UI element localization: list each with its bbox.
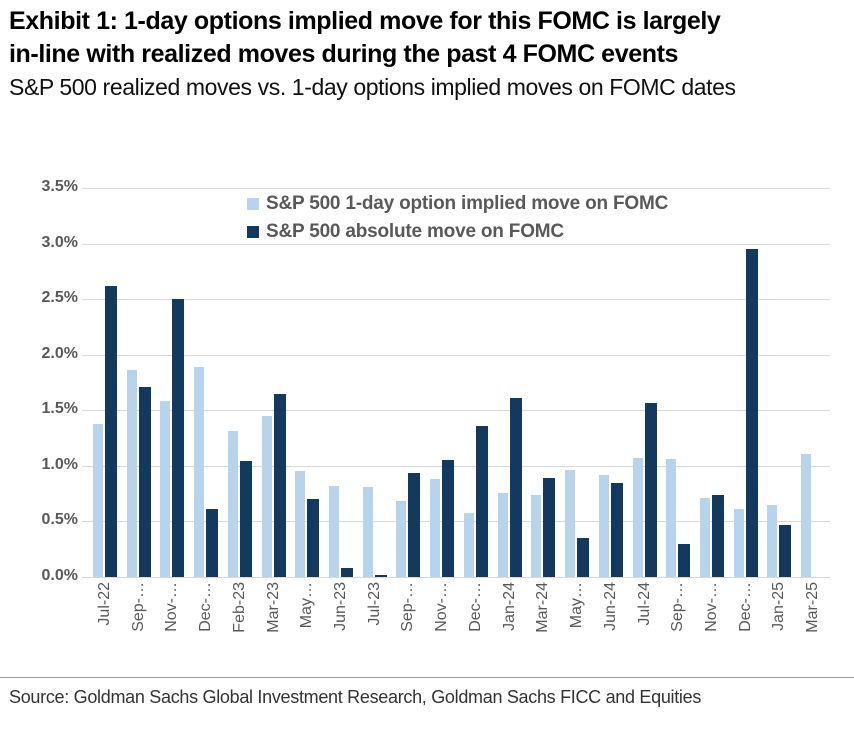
x-tick-label: Sep-… xyxy=(399,582,416,632)
x-tick-label: Nov-… xyxy=(433,582,450,632)
gridline xyxy=(82,355,830,356)
bar-implied xyxy=(329,486,339,577)
bar-realized xyxy=(442,460,454,577)
x-tick-label: Jul-22 xyxy=(96,582,113,626)
bar-implied xyxy=(599,475,609,577)
x-tick-label: Sep-… xyxy=(669,582,686,632)
x-tick-label: Dec-… xyxy=(197,582,214,632)
legend-label-implied: S&P 500 1-day option implied move on FOM… xyxy=(266,193,669,214)
bar-realized xyxy=(105,286,117,577)
x-tick-label: Jan-24 xyxy=(501,582,518,631)
x-tick-label: Jun-23 xyxy=(332,582,349,631)
x-tick-label: Nov-… xyxy=(703,582,720,632)
x-tick-label: May… xyxy=(568,582,585,629)
gridline xyxy=(82,244,830,245)
x-tick-label: Jun-24 xyxy=(602,582,619,631)
bar-implied xyxy=(700,498,710,577)
bar-realized xyxy=(476,426,488,577)
bar-implied xyxy=(565,470,575,577)
bar-realized xyxy=(139,387,151,577)
gridline xyxy=(82,466,830,467)
legend-label-realized: S&P 500 absolute move on FOMC xyxy=(266,221,564,242)
gridline xyxy=(82,410,830,411)
exhibit-title-line2: in-line with realized moves during the p… xyxy=(9,40,678,68)
x-tick-label: Mar-24 xyxy=(534,582,551,633)
bar-implied xyxy=(127,370,137,577)
bar-realized xyxy=(341,568,353,577)
bar-realized xyxy=(510,398,522,577)
x-tick-label: Sep-… xyxy=(130,582,147,632)
y-tick-label: 3.5% xyxy=(41,178,78,195)
bar-realized xyxy=(712,495,724,577)
bar-implied xyxy=(262,416,272,577)
legend-swatch-implied-icon xyxy=(247,198,259,210)
bar-implied xyxy=(194,367,204,577)
bar-realized xyxy=(307,499,319,577)
bar-realized xyxy=(779,525,791,577)
bar-implied xyxy=(396,501,406,577)
y-tick-label: 2.0% xyxy=(41,345,78,362)
bar-implied xyxy=(767,505,777,577)
footer-divider xyxy=(0,677,854,678)
plot-area xyxy=(88,188,830,577)
bar-realized xyxy=(645,403,657,577)
y-tick-label: 3.0% xyxy=(41,234,78,251)
legend-swatch-realized-icon xyxy=(247,226,259,238)
x-tick-label: Jan-25 xyxy=(770,582,787,631)
bar-implied xyxy=(498,493,508,577)
bar-realized xyxy=(375,575,387,577)
gridlines-layer xyxy=(82,188,830,578)
bar-implied xyxy=(93,424,103,577)
bar-implied xyxy=(464,513,474,577)
bar-implied xyxy=(295,471,305,577)
exhibit-title-line1: Exhibit 1: 1-day options implied move fo… xyxy=(9,7,721,35)
bar-implied xyxy=(160,401,170,577)
x-tick-label: Dec-… xyxy=(737,582,754,632)
y-tick-label: 0.5% xyxy=(41,511,78,528)
bar-implied xyxy=(633,458,643,577)
bar-implied xyxy=(666,459,676,577)
legend-item-realized: S&P 500 absolute move on FOMC xyxy=(247,221,668,243)
bar-realized xyxy=(543,478,555,577)
gridline xyxy=(82,299,830,300)
chart-subtitle: S&P 500 realized moves vs. 1-day options… xyxy=(9,74,736,100)
x-tick-label: Jul-24 xyxy=(636,582,653,626)
x-tick-label: May… xyxy=(298,582,315,629)
x-tick-label: Feb-23 xyxy=(231,582,248,633)
bar-implied xyxy=(734,509,744,577)
bar-realized xyxy=(408,473,420,577)
bar-realized xyxy=(240,461,252,577)
gridline xyxy=(82,577,830,578)
x-tick-label: Nov-… xyxy=(163,582,180,632)
bar-realized xyxy=(172,299,184,577)
legend-item-implied: S&P 500 1-day option implied move on FOM… xyxy=(247,193,668,215)
bar-realized xyxy=(206,509,218,577)
bar-realized xyxy=(577,538,589,577)
bar-realized xyxy=(611,483,623,577)
y-tick-label: 2.5% xyxy=(41,289,78,306)
bar-implied xyxy=(430,479,440,577)
x-tick-label: Mar-23 xyxy=(265,582,282,633)
y-tick-label: 1.0% xyxy=(41,456,78,473)
chart-legend: S&P 500 1-day option implied move on FOM… xyxy=(247,193,668,249)
bar-realized xyxy=(274,394,286,577)
y-tick-label: 0.0% xyxy=(41,567,78,584)
x-tick-label: Dec-… xyxy=(467,582,484,632)
bar-implied xyxy=(363,487,373,577)
gridline xyxy=(82,188,830,189)
bar-realized xyxy=(746,249,758,577)
source-text: Source: Goldman Sachs Global Investment … xyxy=(9,687,702,707)
x-tick-label: Jul-23 xyxy=(366,582,383,626)
gridline xyxy=(82,521,830,522)
bar-implied xyxy=(531,495,541,577)
bar-implied xyxy=(801,454,811,577)
bar-realized xyxy=(678,544,690,577)
x-tick-label: Mar-25 xyxy=(804,582,821,633)
bar-implied xyxy=(228,431,238,577)
y-tick-label: 1.5% xyxy=(41,400,78,417)
